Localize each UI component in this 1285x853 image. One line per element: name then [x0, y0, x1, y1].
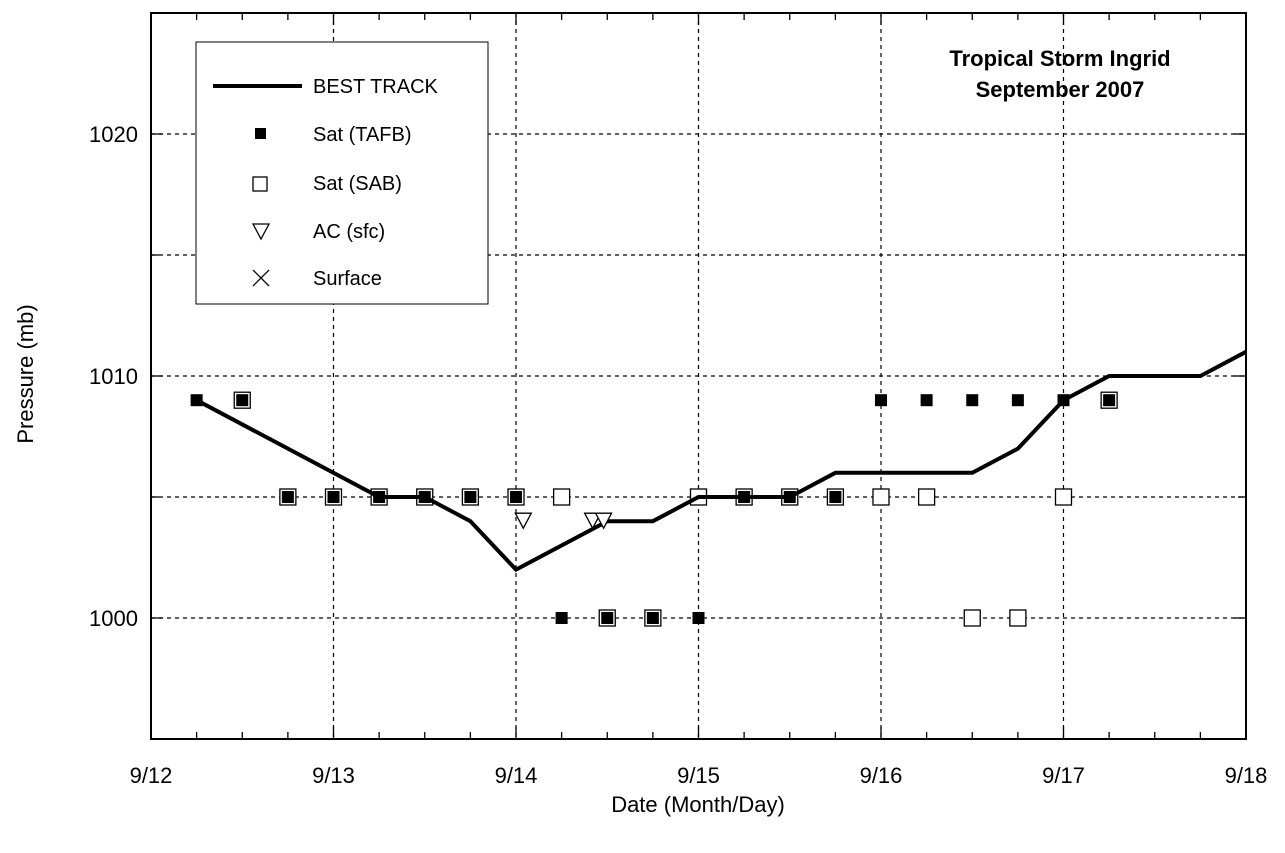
sat-sab-point	[1054, 488, 1073, 506]
legend-filled-square-swatch	[255, 128, 266, 139]
sat-sab-point	[917, 488, 936, 506]
sat-sab-point	[1009, 609, 1027, 627]
legend-label-surface: Surface	[313, 268, 382, 290]
sat-tafb-point	[875, 394, 887, 407]
x-tick-label: 9/18	[1225, 763, 1268, 788]
sat-tafb-point	[692, 612, 705, 624]
y-tick-label: 1020	[89, 122, 138, 147]
legend-x-swatch	[252, 269, 270, 287]
legend-entry-surface: Surface	[252, 268, 382, 290]
y-tick-label: 1010	[89, 364, 138, 389]
legend-label-ac-sfc: AC (sfc)	[313, 221, 385, 243]
sat-tafb-point	[966, 394, 979, 407]
sat-tafb-point	[236, 394, 249, 407]
sat-tafb-point	[1103, 394, 1116, 407]
y-axis-title: Pressure (mb)	[13, 304, 38, 443]
axis-ticks	[150, 12, 1247, 740]
x-tick-label: 9/13	[312, 763, 355, 788]
legend-label-sat-sab: Sat (SAB)	[313, 173, 402, 195]
y-tick-labels: 1000 1010 1020	[89, 122, 138, 631]
ac-sfc-point	[594, 512, 613, 530]
sat-tafb-point	[281, 491, 294, 503]
x-tick-label: 9/16	[860, 763, 903, 788]
legend: BEST TRACK Sat (TAFB) Sat (SAB) AC (sfc)…	[195, 41, 489, 305]
sat-sab-point	[963, 609, 981, 627]
sat-tafb-point	[829, 491, 842, 503]
series-sat-tafb	[190, 394, 1116, 624]
x-tick-label: 9/14	[495, 763, 538, 788]
x-axis-title: Date (Month/Day)	[611, 792, 785, 817]
legend-entry-ac-sfc: AC (sfc)	[251, 221, 385, 243]
plot-frame	[150, 12, 1247, 740]
legend-entry-best-track: BEST TRACK	[213, 76, 439, 98]
x-tick-label: 9/15	[677, 763, 720, 788]
series-ac-sfc	[514, 512, 613, 530]
sat-tafb-point	[1011, 394, 1024, 407]
series-best-track	[195, 350, 1247, 573]
sat-tafb-point	[327, 491, 340, 503]
sat-tafb-point	[464, 491, 477, 503]
legend-entry-sat-tafb: Sat (TAFB)	[255, 124, 412, 146]
chart-subtitle: September 2007	[976, 77, 1145, 102]
legend-triangle-swatch	[251, 223, 271, 241]
chart-title: Tropical Storm Ingrid	[949, 46, 1170, 71]
ac-sfc-point	[514, 512, 533, 530]
x-tick-label: 9/17	[1042, 763, 1085, 788]
x-tick-label: 9/12	[130, 763, 173, 788]
sat-tafb-point	[920, 394, 933, 407]
sat-tafb-point	[510, 491, 522, 503]
x-tick-labels: 9/12 9/13 9/14 9/15 9/16 9/17 9/18	[130, 763, 1268, 788]
y-tick-label: 1000	[89, 606, 138, 631]
legend-entry-sat-sab: Sat (SAB)	[252, 173, 402, 195]
sat-sab-point	[872, 488, 890, 506]
sat-tafb-point	[555, 612, 568, 624]
legend-label-sat-tafb: Sat (TAFB)	[313, 124, 412, 146]
best-track-line	[195, 350, 1247, 573]
legend-open-square-swatch	[252, 176, 268, 192]
ac-sfc-point	[583, 512, 602, 530]
sat-sab-point	[552, 488, 571, 506]
legend-label-best-track: BEST TRACK	[313, 76, 439, 98]
data-series	[190, 350, 1247, 627]
sat-tafb-point	[601, 612, 614, 624]
sat-tafb-point	[646, 612, 659, 624]
